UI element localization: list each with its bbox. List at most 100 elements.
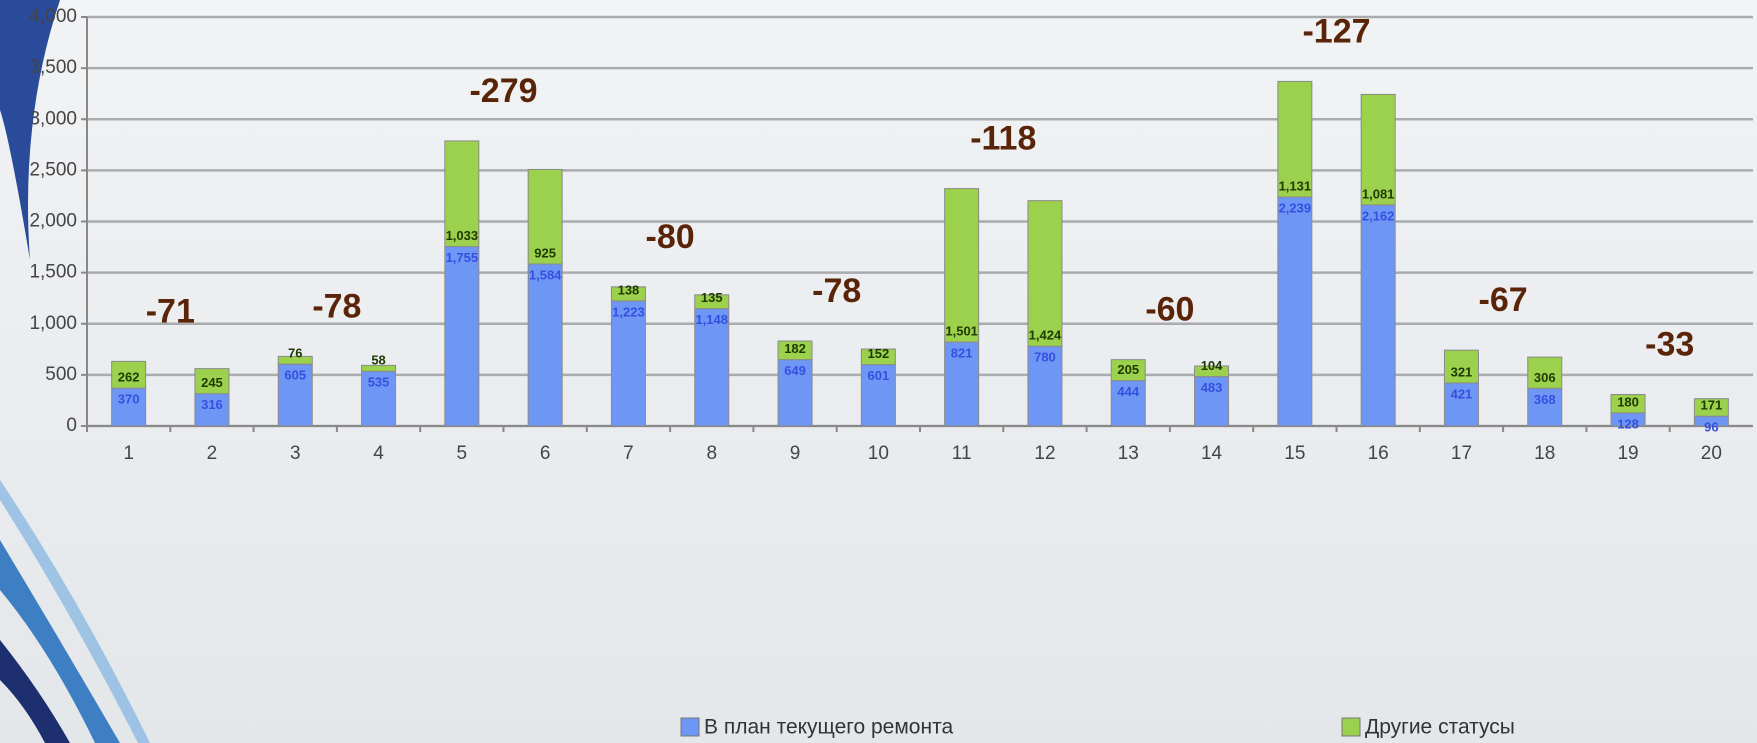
value-label: 104 [1201,358,1223,373]
bar-segment [1693,398,1729,417]
bar-segment [1110,359,1146,382]
bar-segment [111,387,147,427]
x-tick-label: 6 [540,443,551,464]
bar-segment [1277,196,1313,427]
value-label: 1,223 [612,304,645,319]
y-tick-label: 500 [45,364,77,385]
bar-segment [444,140,480,248]
bar-segment [1027,200,1063,347]
value-label: 135 [701,290,723,305]
x-tick-label: 14 [1201,443,1223,464]
value-label: 1,424 [1029,328,1062,343]
value-label: 138 [618,282,640,297]
bar-segment [944,188,980,343]
bar-segment [1360,204,1396,427]
value-label: 58 [371,353,385,368]
value-label: 925 [534,245,556,260]
bar-segment [860,364,896,427]
value-label: 1,033 [446,228,479,243]
x-tick-label: 17 [1451,443,1472,464]
x-tick-label: 10 [868,443,889,464]
value-label: 180 [1617,394,1639,409]
bar-segment [111,360,147,389]
bar-segment [527,263,563,427]
x-tick-label: 12 [1034,443,1055,464]
value-label: 171 [1700,398,1722,413]
value-label: 1,081 [1362,186,1395,201]
annotation: -80 [646,218,695,256]
value-label: 421 [1451,386,1473,401]
annotation: -60 [1145,291,1194,329]
value-label: 245 [201,375,223,390]
value-label: 605 [284,368,306,383]
value-label: 152 [867,346,889,361]
value-label: 1,148 [695,312,728,327]
bar-segment [1110,380,1146,427]
x-tick-label: 1 [123,443,134,464]
value-label: 205 [1117,362,1139,377]
bar-segment [1527,387,1563,427]
value-label: 821 [951,345,973,360]
y-tick-label: 1,500 [29,262,77,283]
bar-segment [777,340,813,361]
value-label: 370 [118,392,140,407]
x-tick-label: 15 [1284,443,1305,464]
x-tick-label: 5 [457,443,468,464]
y-tick-label: 3,500 [29,57,77,78]
y-tick-label: 2,000 [29,211,77,232]
legend-swatch [680,717,700,737]
value-label: 76 [288,346,302,361]
annotation: -127 [1302,12,1370,50]
legend-swatch [1341,717,1361,737]
annotation: -33 [1645,325,1694,363]
bar-segment [527,168,563,265]
value-label: 96 [1704,420,1718,435]
bar-segment [1277,80,1313,198]
value-label: 182 [784,341,806,356]
y-tick-label: 4,000 [29,6,77,27]
value-label: 1,501 [945,323,978,338]
bar-segment [1527,356,1563,389]
y-tick-label: 2,500 [29,159,77,180]
value-label: 2,162 [1362,208,1395,223]
x-tick-label: 9 [790,443,801,464]
bar-segment [777,359,813,427]
bar-segment [1443,382,1479,427]
legend-label: Другие статусы [1365,716,1515,739]
y-tick-label: 0 [66,415,77,436]
annotation: -279 [469,72,537,110]
value-label: 535 [368,375,390,390]
y-tick-label: 1,000 [29,313,77,334]
annotation: -78 [812,272,861,310]
value-label: 780 [1034,350,1056,365]
annotation: -67 [1479,281,1528,319]
x-tick-label: 2 [207,443,218,464]
x-tick-label: 7 [623,443,634,464]
bar-segment [694,308,730,427]
bar-segment [1443,349,1479,384]
bar-segment [277,363,313,427]
bar-segment [1360,93,1396,206]
value-label: 306 [1534,370,1556,385]
bar-segment [361,364,397,372]
bar-segment [194,368,230,395]
x-tick-label: 18 [1534,443,1555,464]
bar-segment [860,348,896,366]
bar-segment [610,300,646,427]
legend-label: В план текущего ремонта [704,716,953,739]
value-label: 316 [201,397,223,412]
y-tick-label: 3,000 [29,108,77,129]
value-label: 1,755 [446,250,479,265]
x-tick-label: 8 [706,443,717,464]
bar-segment [694,294,730,310]
bar-segment [277,355,313,365]
bar-segment [1027,345,1063,427]
value-label: 368 [1534,392,1556,407]
x-tick-label: 3 [290,443,301,464]
value-label: 262 [118,370,140,385]
value-label: 128 [1617,416,1639,431]
bar-segment [1610,394,1646,414]
annotation: -118 [970,120,1036,158]
x-tick-label: 19 [1617,443,1638,464]
